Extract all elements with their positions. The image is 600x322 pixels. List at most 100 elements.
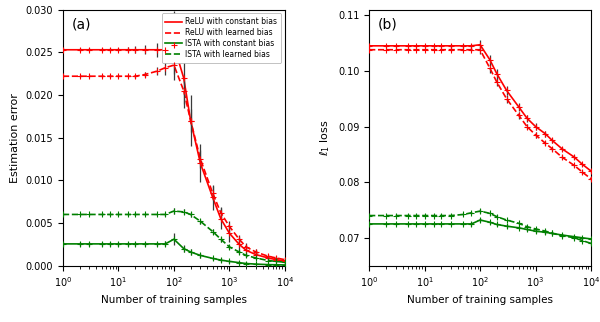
- ReLU with constant bias: [76, 48, 83, 52]
- ReLU with learned bias: [252, 250, 259, 254]
- ISTA with learned bias: [209, 230, 216, 233]
- ReLU with constant bias: [236, 242, 243, 246]
- ISTA with constant bias: [187, 250, 194, 254]
- ISTA with constant bias: [142, 242, 149, 246]
- ReLU with constant bias: [180, 76, 187, 80]
- ReLU with learned bias: [242, 245, 250, 249]
- ISTA with learned bias: [115, 213, 122, 216]
- ReLU with constant bias: [197, 161, 204, 165]
- ReLU with constant bias: [209, 195, 216, 199]
- ReLU with learned bias: [115, 74, 122, 78]
- ISTA with constant bias: [180, 247, 187, 251]
- ISTA with constant bias: [236, 261, 243, 265]
- ReLU with learned bias: [59, 74, 67, 78]
- ReLU with learned bias: [170, 63, 178, 67]
- ISTA with learned bias: [217, 237, 224, 241]
- ReLU with learned bias: [86, 74, 93, 78]
- ISTA with learned bias: [187, 213, 194, 216]
- ISTA with constant bias: [59, 242, 67, 246]
- ISTA with learned bias: [197, 219, 204, 223]
- ISTA with learned bias: [131, 213, 139, 216]
- ISTA with constant bias: [115, 242, 122, 246]
- ISTA with learned bias: [236, 250, 243, 254]
- ISTA with constant bias: [197, 253, 204, 257]
- Legend: ReLU with constant bias, ReLU with learned bias, ISTA with constant bias, ISTA w: ReLU with constant bias, ReLU with learn…: [161, 14, 281, 63]
- ReLU with learned bias: [281, 258, 289, 261]
- ISTA with learned bias: [252, 256, 259, 260]
- ISTA with constant bias: [281, 263, 289, 267]
- ISTA with constant bias: [217, 258, 224, 262]
- ReLU with constant bias: [187, 119, 194, 123]
- ISTA with learned bias: [180, 210, 187, 214]
- ISTA with constant bias: [242, 261, 250, 265]
- ISTA with constant bias: [226, 260, 233, 263]
- ISTA with constant bias: [252, 262, 259, 266]
- ReLU with learned bias: [272, 256, 280, 260]
- ReLU with constant bias: [217, 217, 224, 221]
- ISTA with learned bias: [272, 260, 280, 263]
- ReLU with learned bias: [162, 66, 169, 70]
- ReLU with learned bias: [98, 74, 106, 78]
- ISTA with learned bias: [265, 259, 272, 262]
- ISTA with learned bias: [242, 253, 250, 257]
- ISTA with constant bias: [265, 263, 272, 267]
- ISTA with learned bias: [76, 213, 83, 216]
- ReLU with constant bias: [154, 48, 161, 52]
- ISTA with constant bias: [170, 237, 178, 241]
- ISTA with learned bias: [281, 260, 289, 264]
- ReLU with constant bias: [170, 43, 178, 47]
- ReLU with constant bias: [242, 248, 250, 252]
- ReLU with constant bias: [281, 259, 289, 263]
- ISTA with learned bias: [162, 213, 169, 216]
- ISTA with constant bias: [209, 256, 216, 260]
- ReLU with constant bias: [86, 48, 93, 52]
- ReLU with constant bias: [125, 48, 132, 52]
- ISTA with constant bias: [125, 242, 132, 246]
- ISTA with learned bias: [154, 213, 161, 216]
- ReLU with learned bias: [217, 211, 224, 215]
- ReLU with learned bias: [209, 191, 216, 195]
- ISTA with learned bias: [98, 213, 106, 216]
- ReLU with learned bias: [76, 74, 83, 78]
- ReLU with constant bias: [142, 48, 149, 52]
- ISTA with learned bias: [106, 213, 113, 216]
- ISTA with constant bias: [131, 242, 139, 246]
- ReLU with constant bias: [272, 258, 280, 261]
- ReLU with learned bias: [142, 72, 149, 76]
- ReLU with learned bias: [265, 254, 272, 258]
- ReLU with constant bias: [115, 48, 122, 52]
- ReLU with learned bias: [154, 69, 161, 73]
- ISTA with learned bias: [59, 213, 67, 216]
- ReLU with learned bias: [226, 224, 233, 228]
- Line: ISTA with learned bias: ISTA with learned bias: [63, 211, 285, 262]
- ISTA with constant bias: [106, 242, 113, 246]
- X-axis label: Number of training samples: Number of training samples: [407, 295, 553, 305]
- ReLU with learned bias: [197, 157, 204, 161]
- Y-axis label: Estimation error: Estimation error: [10, 93, 20, 183]
- ReLU with learned bias: [236, 237, 243, 241]
- ISTA with learned bias: [170, 209, 178, 213]
- Line: ReLU with constant bias: ReLU with constant bias: [63, 45, 285, 261]
- ISTA with constant bias: [272, 263, 280, 267]
- ReLU with constant bias: [265, 256, 272, 260]
- Y-axis label: $\ell_1$ loss: $\ell_1$ loss: [319, 119, 332, 156]
- ISTA with constant bias: [98, 242, 106, 246]
- Line: ReLU with learned bias: ReLU with learned bias: [63, 65, 285, 260]
- ISTA with learned bias: [86, 213, 93, 216]
- ReLU with learned bias: [125, 74, 132, 78]
- ISTA with learned bias: [226, 245, 233, 249]
- ISTA with learned bias: [142, 213, 149, 216]
- ReLU with constant bias: [59, 48, 67, 52]
- Line: ISTA with constant bias: ISTA with constant bias: [63, 239, 285, 265]
- ReLU with learned bias: [131, 74, 139, 78]
- ReLU with constant bias: [226, 231, 233, 235]
- ISTA with constant bias: [86, 242, 93, 246]
- ReLU with constant bias: [98, 48, 106, 52]
- ISTA with constant bias: [162, 242, 169, 246]
- ReLU with learned bias: [106, 74, 113, 78]
- ReLU with learned bias: [187, 119, 194, 123]
- ISTA with constant bias: [154, 242, 161, 246]
- Text: (a): (a): [72, 17, 91, 31]
- ISTA with constant bias: [76, 242, 83, 246]
- Text: (b): (b): [378, 17, 398, 31]
